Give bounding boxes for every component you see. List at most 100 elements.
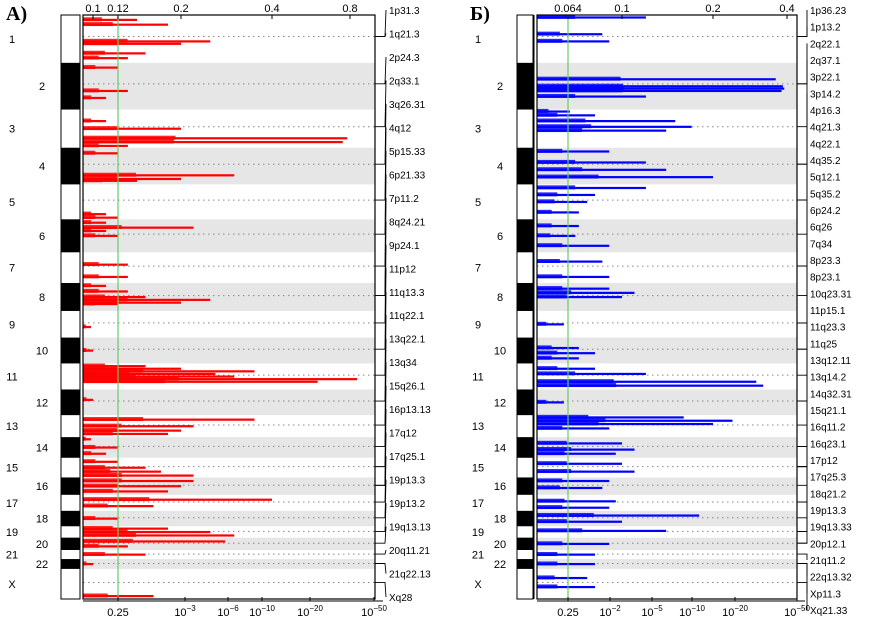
chromosome-band (537, 219, 797, 253)
locus-leader-line (797, 326, 808, 402)
association-bar-core (537, 294, 567, 299)
association-bar-core (83, 593, 108, 598)
association-bar (83, 485, 181, 488)
association-bar-core (83, 363, 105, 368)
ideogram-segment (61, 147, 80, 185)
ideogram-segment (61, 510, 80, 527)
association-bar-core (537, 350, 558, 355)
locus-leader-line (375, 385, 387, 468)
bottom-tick-label: 10−5 (641, 604, 663, 619)
chromosome-label: 19 (472, 527, 484, 539)
locus-leader-line (797, 226, 808, 324)
association-bar (83, 470, 161, 473)
ideogram-segment (517, 219, 533, 253)
plot-frame (536, 14, 798, 600)
locus-label: 1q21.3 (389, 29, 420, 40)
locus-leader-line (797, 493, 808, 532)
locus-label: 8p23.1 (810, 273, 841, 284)
association-bar-core (537, 290, 572, 295)
association-bar-core (537, 512, 594, 517)
locus-leader-line (797, 443, 808, 503)
association-bar-core (537, 223, 552, 228)
locus-label: 6q26 (810, 223, 833, 234)
locus-label: 1p13.2 (810, 23, 841, 34)
chromosome-label: 19 (6, 527, 18, 539)
ideogram-segment (517, 62, 533, 110)
association-bar-core (83, 22, 113, 27)
association-bar (537, 89, 782, 93)
association-bar (83, 349, 93, 352)
association-bar (83, 213, 107, 216)
locus-leader-line (797, 260, 808, 350)
locus-leader-line (797, 210, 808, 297)
locus-label: 4q22.1 (810, 139, 841, 150)
locus-leader-line (797, 10, 808, 37)
locus-leader-line (797, 393, 808, 468)
association-bar-core (537, 259, 560, 264)
top-tick-label: 0.4 (264, 3, 279, 15)
panel-b: Б)12345678910111213141516171819202122X0.… (470, 3, 852, 619)
locus-leader-line (375, 174, 387, 267)
association-bar (537, 176, 713, 179)
chromosome-label: X (474, 579, 482, 591)
association-bar (83, 378, 358, 381)
locus-label: 16q11.2 (810, 423, 846, 434)
chromosome-label: 18 (494, 514, 506, 526)
locus-label: 4p16.3 (810, 106, 841, 117)
association-bar (537, 200, 588, 204)
association-bar-core (537, 112, 558, 117)
association-bar (83, 540, 226, 543)
chromosome-label: 13 (6, 421, 18, 433)
association-bar (537, 193, 595, 197)
locus-label: 5p15.33 (389, 147, 426, 158)
association-bar-core (537, 167, 583, 172)
association-bar-core (83, 371, 130, 376)
locus-leader-line (375, 432, 387, 486)
locus-leader-line (797, 276, 808, 350)
association-bar-core (83, 472, 122, 477)
locus-leader-line (797, 193, 808, 267)
locus-label: 4q35.2 (810, 156, 841, 167)
ideogram-segment (517, 537, 533, 550)
association-bar-core (83, 543, 99, 548)
association-bar-core (537, 355, 552, 360)
association-bar (83, 452, 107, 455)
locus-leader-line (797, 360, 808, 447)
association-bar-core (537, 561, 558, 566)
association-bar (83, 562, 93, 566)
association-bar-core (537, 528, 583, 533)
locus-label: Xq28 (389, 593, 413, 604)
locus-label: 11q13.3 (389, 288, 425, 299)
chromosome-label: 11 (472, 371, 483, 383)
association-bar (537, 479, 610, 483)
chromosome-band (537, 537, 797, 550)
association-bar-core (83, 529, 128, 534)
association-bar (537, 470, 635, 473)
association-bar-core (83, 376, 179, 381)
association-bar (83, 42, 181, 45)
chromosome-band (537, 337, 797, 364)
association-bar-core (537, 440, 567, 445)
locus-label: 19p13.2 (389, 499, 426, 510)
association-bar (537, 16, 646, 19)
locus-label: 19q13.13 (389, 523, 431, 534)
association-bar-core (537, 118, 586, 123)
association-bar (537, 514, 700, 517)
locus-leader-line (375, 479, 387, 519)
chromosome-band (83, 337, 375, 364)
association-bar-core (83, 431, 113, 436)
association-bar (537, 372, 646, 376)
association-bar (83, 275, 128, 279)
association-bar (83, 234, 118, 238)
locus-leader-line (375, 127, 387, 201)
chromosome-label: 7 (9, 263, 15, 275)
association-bar-core (83, 478, 122, 483)
association-bar (83, 545, 128, 548)
association-bar-core (537, 185, 576, 190)
association-bar (537, 585, 595, 589)
association-bar-core (537, 233, 551, 238)
chromosome-label: 17 (472, 498, 484, 510)
association-bar-core (83, 150, 96, 155)
association-bar-core (537, 498, 565, 503)
chromosome-label: 21 (6, 550, 18, 562)
